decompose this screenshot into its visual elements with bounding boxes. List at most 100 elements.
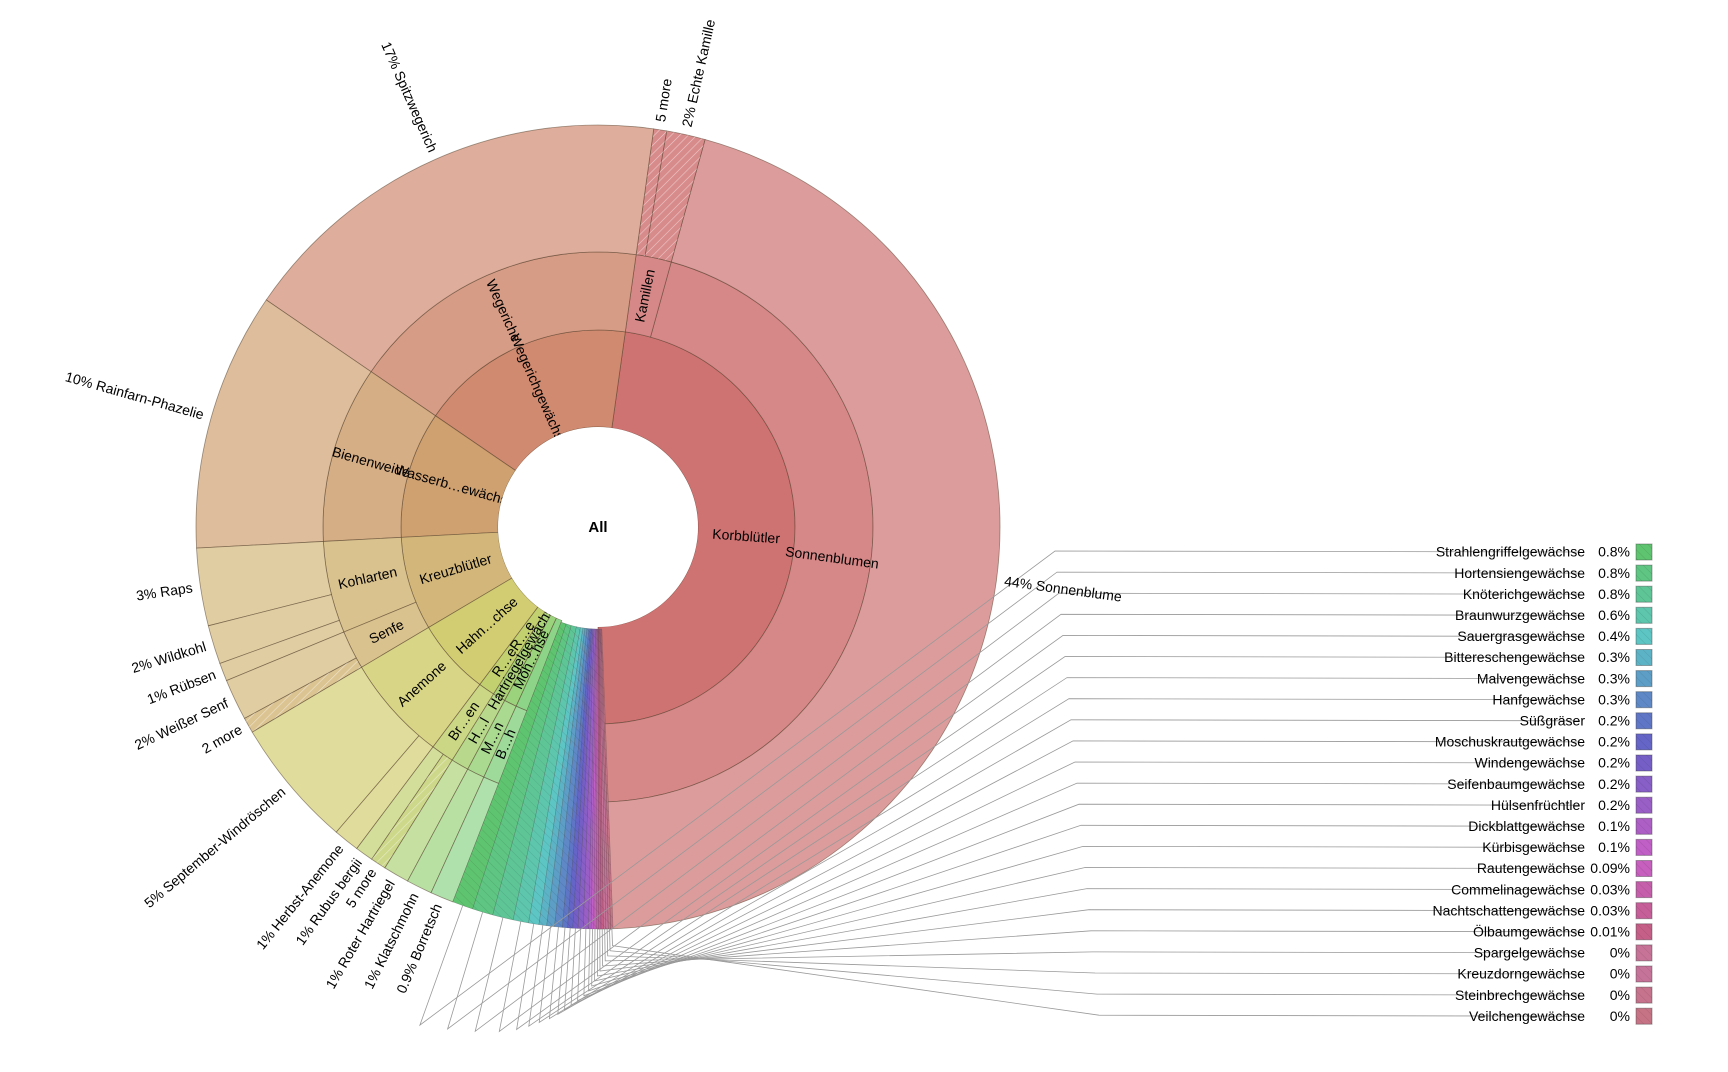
minor-family-swatch-hatch [1636,607,1652,624]
plant-slice-borretsch[interactable] [430,776,500,903]
minor-family-swatch-hatch [1636,1008,1652,1025]
plant-slice-rubus-bergii[interactable] [356,746,444,860]
plant-slice-roter-hartriegel[interactable] [384,759,469,882]
minor-hatch-moschuskrautgewaechse [567,628,592,929]
minor-family-value: 0.3% [1598,670,1630,686]
minor-family-value: 0% [1610,945,1630,961]
minor-family-swatch-hatch [1636,565,1652,582]
minor-family-value: 0.8% [1598,544,1630,560]
minor-family-swatch-hatch [1636,797,1652,814]
minor-family-value: 0% [1610,1008,1630,1024]
plant-label-rainfarn-phazelie: 10% Rainfarn-Phazelie [64,368,206,422]
minor-hatch-kreuzdorngewaechse [599,628,609,929]
minor-family-name: Sauergrasgewächse [1457,628,1585,644]
minor-family-swatch-hatch [1636,839,1652,856]
plant-label-echte-kamille: 2% Echte Kamille [679,18,719,129]
plant-slice-herbst-anemone[interactable] [335,735,434,850]
plant-slice-rainfarn-phazelie[interactable] [195,299,372,549]
leader-line-seifenbaumgewaechse [577,782,1581,1002]
minor-family-swatch-hatch [1636,712,1652,729]
minor-family-swatch-hatch [1636,966,1652,982]
minor-family-value: 0.6% [1598,607,1630,623]
minor-family-swatch-hatch [1636,902,1652,919]
minor-hatch-hortensiengewaechse [472,623,572,915]
minor-family-name: Windengewächse [1474,755,1585,771]
minor-family-name: Seifenbaumgewächse [1447,776,1585,792]
minor-family-value: 0% [1610,966,1630,982]
plant-slice-ruebsen[interactable] [219,619,345,682]
minor-family-name: Commelinagewächse [1451,881,1585,897]
plant-slice-weisser-senf[interactable] [225,631,357,720]
plant-label-raps: 3% Raps [135,579,194,603]
minor-family-name: Dickblattgewächse [1468,818,1585,834]
leader-line-veilchengewaechse [611,928,1581,1017]
minor-family-name: Knöterichgewächse [1463,586,1585,602]
plant-hatch-2-more [244,657,362,733]
minor-family-value: 0.03% [1590,902,1630,918]
minor-family-value: 0.1% [1598,839,1630,855]
leader-line-knoeterichgewaechse [474,592,1581,1033]
minor-family-name: Steinbrechgewächse [1455,987,1585,1003]
leader-line-moschuskrautgewaechse [564,740,1581,1011]
minor-family-name: Braunwurzgewächse [1455,607,1585,623]
minor-hatch-steinbrechgewaechse [600,628,611,929]
minor-family-name: Nachtschattengewächse [1432,902,1585,918]
minor-hatch-seifenbaumgewaechse [578,628,595,929]
minor-hatch-kuerbisgewaechse [591,628,597,929]
minor-hatch-knoeterichgewaechse [492,625,577,920]
plant-label-2-more: 2 more [199,721,245,757]
plant-slice-september-windroeschen[interactable] [251,666,420,833]
plant-hatch-5-more [371,754,453,868]
minor-hatch-hanfgewaechse [554,628,589,928]
minor-family-swatch-hatch [1636,987,1652,1004]
minor-family-swatch-hatch [1636,628,1652,645]
leader-line-strahlengriffelgewaechse [419,550,1581,1027]
minor-family-value: 0.03% [1590,881,1630,897]
minor-families-list: Strahlengriffelgewächse 0.8% Hortensiengew… [1432,543,1653,1025]
leader-line-nachtschattengewaechse [599,909,1581,972]
leader-line-dickblattgewaechse [588,824,1581,992]
leader-line-spargelgewaechse [604,928,1581,962]
minor-hatch-bittereschengewaechse [538,627,585,926]
minor-family-value: 0.01% [1590,924,1630,940]
minor-hatch-malvengewaechse [546,628,587,927]
minor-family-value: 0.8% [1598,586,1630,602]
minor-hatch-dickblattgewaechse [588,628,597,929]
minor-hatch-sauergrasgewaechse [528,627,584,925]
minor-hatch-commelinagewaechse [596,629,599,930]
minor-hatch-veilchengewaechse [601,628,614,929]
plant-hatch-5-more [636,128,667,257]
center-hole[interactable] [498,427,698,627]
plant-slice-spitzwegerich[interactable] [265,124,655,373]
minor-family-value: 0.4% [1598,628,1630,644]
plant-slice-raps[interactable] [196,541,332,627]
minor-family-name: Hanfgewächse [1492,691,1585,707]
minor-family-name: Malvengewächse [1477,670,1585,686]
minor-family-swatch-hatch [1636,860,1652,877]
minor-family-name: Strahlengriffelgewächse [1436,544,1585,560]
minor-family-swatch-hatch [1636,923,1652,940]
minor-hatch-rautengewaechse [593,628,598,929]
leader-line-sauergrasgewaechse [516,634,1581,1031]
leader-line-malvengewaechse [538,677,1581,1024]
plant-slice-wildkohl[interactable] [207,594,340,664]
leader-line-kuerbisgewaechse [591,845,1581,987]
minor-family-value: 0% [1610,987,1630,1003]
leader-line-braunwurzgewaechse [498,613,1581,1033]
plant-hatch-echte-kamille [644,130,706,262]
leader-line-kreuzdorngewaechse [606,928,1581,975]
minor-family-value: 0.09% [1590,860,1630,876]
minor-family-name: Moschuskrautgewächse [1435,734,1585,750]
minor-hatch-nachtschattengewaechse [598,629,602,929]
minor-family-name: Veilchengewächse [1469,1008,1585,1024]
minor-family-name: Ölbaumgewächse [1473,923,1585,940]
minor-family-swatch-hatch [1636,733,1652,750]
leader-line-oelbaumgewaechse [601,928,1581,967]
minor-family-swatch-hatch [1636,670,1652,687]
minor-family-swatch-hatch [1636,755,1652,771]
minor-hatch-spargelgewaechse [599,628,606,929]
minor-family-swatch-hatch [1636,544,1652,560]
plant-slice-klatschmohn[interactable] [407,768,485,894]
slices-layer [195,124,1001,930]
